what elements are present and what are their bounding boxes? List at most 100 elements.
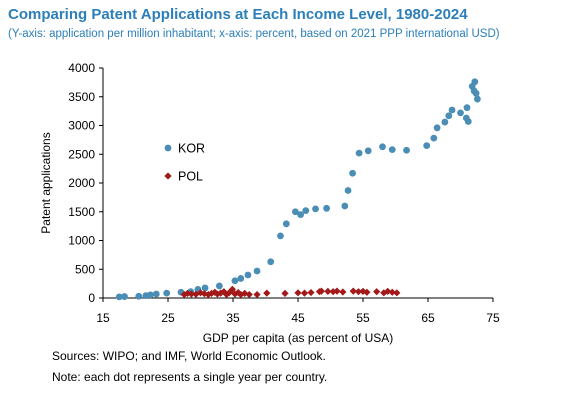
- y-tick-label: 500: [75, 262, 95, 276]
- kor-point: [472, 89, 480, 97]
- kor-point: [277, 232, 284, 240]
- kor-point: [135, 292, 143, 300]
- sources-note: Sources: WIPO; and IMF, World Economic O…: [52, 349, 326, 363]
- legend-marker-pol: [164, 172, 172, 180]
- kor-point: [441, 118, 449, 126]
- kor-point: [312, 205, 319, 213]
- kor-point: [152, 290, 160, 298]
- data-marks: [115, 78, 481, 301]
- pol-point: [333, 287, 341, 295]
- x-tick-label: 45: [291, 311, 305, 325]
- y-tick-label: 1500: [68, 205, 95, 219]
- kor-point: [364, 147, 372, 155]
- pol-point: [324, 287, 332, 295]
- legend-label-pol: POL: [178, 170, 203, 184]
- kor-point: [163, 289, 171, 297]
- x-axis-label: GDP per capita (as percent of USA): [203, 331, 394, 345]
- kor-point: [474, 95, 481, 103]
- kor-point: [267, 258, 275, 266]
- pol-point: [253, 290, 261, 299]
- series-kor: [115, 78, 481, 301]
- kor-point: [457, 109, 464, 117]
- kor-point: [323, 204, 330, 212]
- kor-point: [403, 146, 410, 154]
- x-tick-label: 35: [226, 311, 240, 325]
- axes: 0 500 1000 1500 2000 2500 3000 3500 4000 15 25 35 45…: [39, 61, 500, 345]
- legend-label-kor: KOR: [178, 142, 205, 156]
- pol-point: [213, 290, 221, 298]
- y-tick-label: 0: [88, 291, 95, 305]
- kor-point: [349, 169, 356, 177]
- pol-point: [363, 288, 371, 296]
- pol-point: [234, 288, 242, 297]
- kor-point: [463, 104, 471, 112]
- kor-point: [445, 112, 453, 120]
- y-tick-label: 3500: [68, 90, 95, 104]
- pol-point: [329, 288, 337, 296]
- pol-point: [349, 287, 357, 295]
- kor-point: [297, 211, 304, 219]
- kor-point: [430, 134, 438, 142]
- pol-point: [384, 287, 392, 295]
- pol-point: [294, 289, 302, 297]
- pol-point: [192, 290, 200, 298]
- pol-point: [220, 288, 228, 296]
- kor-point: [341, 202, 349, 210]
- pol-point: [183, 289, 192, 297]
- chart-subtitle: (Y-axis: application per million inhabit…: [8, 28, 500, 40]
- pol-point: [393, 289, 401, 297]
- pol-point: [207, 289, 216, 297]
- pol-point: [228, 285, 236, 293]
- y-tick-label: 1000: [68, 234, 95, 248]
- y-tick-label: 2000: [68, 176, 95, 190]
- x-tick-label: 75: [486, 311, 500, 325]
- legend-marker-kor: [164, 144, 172, 152]
- kor-point: [433, 124, 441, 132]
- y-tick-label: 3000: [68, 119, 95, 133]
- pol-point: [263, 289, 271, 297]
- kor-point: [355, 149, 363, 157]
- pol-point: [187, 290, 195, 298]
- kor-point: [201, 284, 209, 292]
- pol-point: [245, 290, 253, 299]
- kor-point: [282, 220, 290, 228]
- x-tick-label: 55: [356, 311, 370, 325]
- kor-point: [423, 142, 431, 150]
- pol-point: [388, 288, 396, 296]
- kor-point: [292, 208, 299, 216]
- pol-point: [300, 289, 309, 297]
- y-axis-label: Patent applications: [39, 132, 53, 233]
- kor-point: [215, 282, 223, 290]
- pol-point: [380, 289, 388, 297]
- footnote: Note: each dot represents a single year …: [52, 370, 328, 384]
- series-pol: [180, 285, 401, 299]
- kor-point: [253, 267, 261, 275]
- pol-point: [307, 288, 315, 297]
- kor-point: [302, 207, 310, 215]
- pol-point: [317, 287, 325, 295]
- pol-point: [373, 288, 381, 296]
- kor-point: [115, 293, 123, 301]
- pol-point: [354, 288, 363, 296]
- kor-point: [231, 277, 239, 285]
- pol-point: [339, 288, 347, 296]
- x-tick-label: 25: [161, 311, 175, 325]
- chart-title: Comparing Patent Applications at Each In…: [8, 6, 468, 23]
- kor-point: [237, 275, 245, 282]
- kor-point: [464, 118, 472, 125]
- x-tick-label: 15: [96, 311, 110, 325]
- pol-point: [241, 289, 249, 297]
- kor-point: [471, 78, 479, 86]
- legend: KOR POL: [164, 142, 205, 184]
- kor-point: [147, 291, 154, 299]
- y-tick-label: 2500: [68, 147, 95, 161]
- kor-point: [388, 146, 396, 154]
- pol-point: [281, 289, 289, 297]
- kor-point: [379, 143, 386, 151]
- pol-point: [225, 289, 233, 297]
- kor-point: [121, 293, 128, 300]
- kor-point: [344, 187, 352, 194]
- kor-point: [448, 106, 456, 114]
- x-tick-label: 65: [421, 311, 435, 325]
